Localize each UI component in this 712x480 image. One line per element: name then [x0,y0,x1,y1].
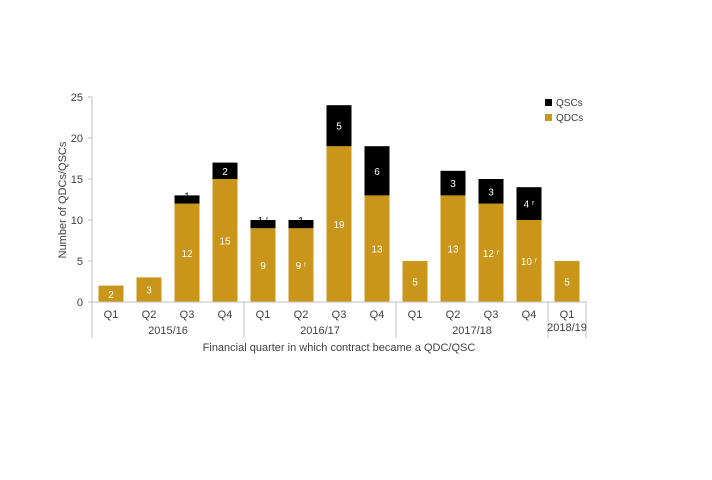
y-tick-label: 20 [71,133,83,145]
x-axis-title: Financial quarter in which contract beca… [203,342,476,354]
bar-label-qdcs: 5 [412,278,418,289]
bar-label-qdcs: 2 [108,290,114,301]
legend-label: QSCs [556,98,583,109]
bar-qdcs [554,261,580,302]
x-tick-label: Q3 [180,309,195,321]
bar-label-qscs: 3 [450,179,456,190]
legend-label: QDCs [556,113,583,124]
x-tick-label: Q4 [370,309,385,321]
legend-swatch [545,114,552,121]
bar-label-qdcs: 12 [181,249,193,260]
x-tick-label: Q4 [218,309,233,321]
bar-label-qdcs: 19 [333,220,345,231]
x-tick-label: Q3 [484,309,499,321]
bar-label-qscs: 1 ʳ [258,216,269,227]
bar-label-qdcs: 5 [564,278,570,289]
bar-label-qdcs: 13 [447,245,459,256]
y-axis-title: Number of QDCs/QSCs [57,141,69,258]
y-axis: 0 5 10 15 20 25 [71,92,93,309]
bar-qdcs [440,195,466,302]
bar-qscs [174,195,200,204]
bar-label-qdcs: 12 ʳ [483,249,500,260]
x-tick-label: Q1 [256,309,271,321]
bar-label-qscs: 5 [336,122,342,133]
x-tick-label: Q2 [446,309,461,321]
x-axis: Q1 Q2 Q3 Q4 Q1 Q2 Q3 Q4 Q1 Q2 Q3 Q4 Q1 2015/16 2016/17… [91,301,587,338]
y-tick-label: 0 [77,297,83,309]
x-group-label: 2017/18 [452,325,492,337]
x-tick-label: Q1 [560,309,575,321]
bar-qdcs [516,220,542,302]
bar-label-qscs: 3 [488,187,494,198]
bar-qdcs [250,228,276,302]
bar-label-qscs: 6 [374,167,380,178]
bar-qscs [288,220,314,229]
x-tick-label: Q1 [408,309,423,321]
bar-label-qscs: 4 ʳ [524,200,535,211]
bar-qscs [478,179,504,204]
y-tick-label: 25 [71,92,83,104]
bar-label-qscs: 1 [184,191,190,202]
bar-label-qdcs: 9 ʳ [296,261,307,272]
bar-qscs [212,162,238,179]
bar-qscs [516,187,542,220]
bar-qdcs [402,261,428,302]
bar-label-qscs: 1 [298,216,304,227]
bar-qscs [250,220,276,229]
y-tick-label: 15 [71,174,83,186]
legend-swatch [545,99,552,106]
bar-qdcs [288,228,314,302]
bar-qdcs [212,179,238,302]
y-tick-label: 5 [77,256,83,268]
bar-qdcs [136,277,162,302]
x-tick-label: Q4 [522,309,537,321]
x-group-label: 2016/17 [300,325,340,337]
legend: QSCs QDCs [545,98,583,124]
bar-label-qdcs: 15 [219,237,231,248]
bar-qdcs [326,146,352,302]
x-tick-label: Q2 [294,309,309,321]
bar-qscs [440,170,466,196]
bar-label-qdcs: 10 ʳ [521,257,538,268]
bar-qdcs [174,203,200,302]
bar-qscs [364,146,390,196]
bar-label-qdcs: 13 [371,245,383,256]
x-group-label: 2018/19 [547,322,587,334]
bar-label-qscs: 2 [222,167,228,178]
x-tick-label: Q3 [332,309,347,321]
bar-label-qdcs: 3 [146,286,152,297]
x-group-label: 2015/16 [148,325,188,337]
bar-qdcs [98,285,124,302]
bar-qscs [326,105,352,147]
bar-qdcs [478,203,504,302]
y-tick-label: 10 [71,215,83,227]
bar-qdcs [364,195,390,302]
x-tick-label: Q2 [142,309,157,321]
bar-label-qdcs: 9 [260,261,266,272]
x-tick-label: Q1 [104,309,119,321]
